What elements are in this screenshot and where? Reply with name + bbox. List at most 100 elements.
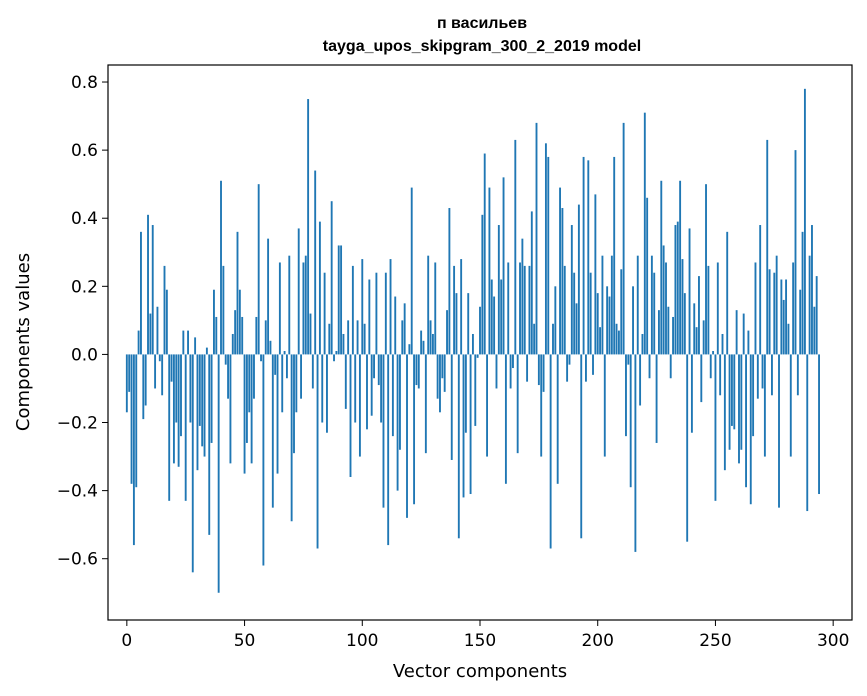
y-tick-label: −0.4 (57, 482, 98, 502)
bar-143 (462, 354, 465, 498)
bar-140 (455, 293, 458, 355)
x-tick-label: 0 (121, 631, 132, 651)
bar-106 (375, 272, 378, 355)
y-tick-label: 0.2 (71, 277, 98, 297)
bar-186 (563, 265, 566, 355)
bar-150 (479, 306, 481, 355)
bar-221 (646, 197, 649, 355)
bar-195 (585, 354, 587, 382)
bar-68 (285, 354, 288, 379)
bar-149 (476, 354, 479, 358)
bar-248 (709, 354, 712, 379)
bar-291 (811, 225, 813, 355)
bar-54 (253, 354, 255, 399)
bar-5 (137, 330, 140, 355)
bar-273 (768, 269, 771, 355)
bar-25 (184, 354, 187, 501)
x-tick-label: 200 (581, 631, 613, 651)
bar-216 (634, 354, 637, 552)
bar-117 (401, 320, 404, 355)
bar-227 (660, 180, 663, 355)
bar-161 (504, 354, 507, 484)
bar-46 (234, 310, 237, 355)
bar-170 (526, 354, 529, 382)
bar-205 (608, 296, 611, 355)
bar-175 (537, 354, 540, 386)
bar-259 (735, 310, 738, 355)
bar-211 (622, 122, 625, 355)
bar-96 (351, 265, 354, 355)
bar-243 (698, 276, 700, 355)
bar-122 (413, 354, 416, 505)
bar-253 (721, 333, 724, 355)
x-tick-label: 300 (817, 631, 849, 651)
bar-133 (439, 354, 441, 413)
bar-43 (227, 354, 230, 399)
bar-64 (276, 354, 279, 474)
bar-141 (457, 354, 460, 539)
bar-87 (330, 201, 333, 355)
bar-85 (326, 354, 328, 433)
bar-171 (528, 265, 531, 355)
bar-23 (180, 354, 182, 437)
bar-70 (290, 354, 293, 522)
bar-232 (672, 316, 674, 355)
bar-278 (780, 279, 783, 355)
bar-26 (187, 330, 189, 355)
bar-288 (803, 88, 806, 355)
bar-146 (469, 354, 472, 495)
bar-168 (521, 238, 524, 355)
y-tick-label: 0.0 (71, 345, 98, 365)
bar-49 (241, 316, 244, 355)
bar-270 (761, 354, 764, 389)
bar-113 (391, 354, 394, 437)
bar-137 (448, 208, 451, 355)
bar-159 (500, 279, 503, 355)
bar-131 (434, 262, 437, 355)
bar-199 (594, 194, 597, 355)
bar-128 (427, 255, 430, 355)
bar-287 (801, 231, 804, 355)
bar-6 (140, 231, 142, 355)
x-tick-label: 100 (346, 631, 378, 651)
x-axis-label: Vector components (393, 661, 567, 682)
bar-116 (399, 354, 401, 450)
bar-207 (613, 156, 616, 355)
bar-167 (519, 262, 521, 355)
bar-67 (283, 351, 286, 355)
bar-262 (742, 313, 745, 355)
bar-44 (229, 354, 232, 464)
bar-94 (347, 320, 350, 355)
bar-35 (208, 354, 211, 535)
bar-92 (342, 333, 345, 355)
bar-118 (403, 303, 406, 355)
bar-204 (606, 286, 609, 355)
bar-93 (344, 354, 347, 409)
bar-268 (756, 354, 759, 399)
bar-251 (716, 262, 719, 355)
bar-28 (191, 354, 194, 573)
bar-66 (281, 354, 284, 413)
bar-145 (467, 293, 470, 355)
bar-230 (667, 306, 670, 355)
bar-95 (349, 354, 352, 477)
bar-81 (316, 354, 319, 549)
bar-234 (676, 221, 679, 355)
bar-155 (490, 279, 493, 355)
bar-107 (377, 354, 380, 386)
bar-261 (740, 354, 743, 450)
bar-0 (125, 354, 128, 413)
bar-97 (354, 354, 357, 423)
bar-260 (738, 354, 740, 464)
y-tick-label: −0.2 (57, 414, 98, 434)
bar-185 (561, 208, 564, 355)
bar-228 (662, 245, 665, 355)
bar-154 (488, 187, 491, 355)
bar-282 (789, 354, 792, 457)
bar-104 (370, 354, 373, 416)
bar-231 (669, 354, 672, 379)
bar-240 (690, 354, 693, 433)
bar-91 (340, 245, 343, 355)
bar-160 (502, 177, 505, 355)
